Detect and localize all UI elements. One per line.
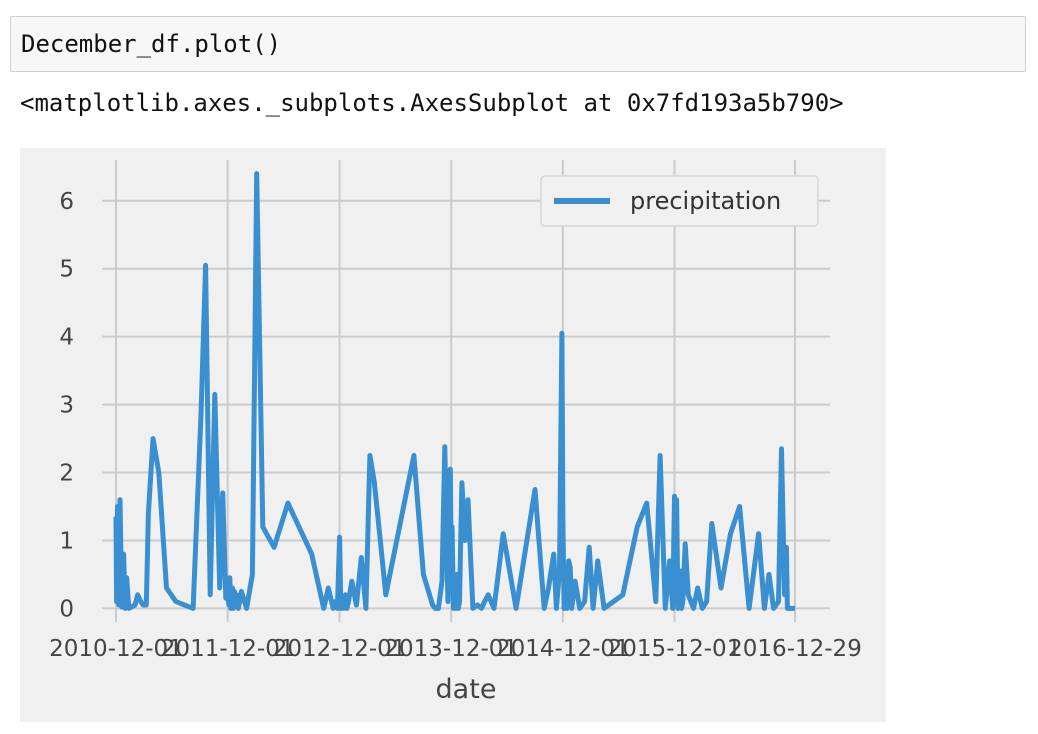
x-tick-label: 2016-12-29 xyxy=(728,636,862,662)
legend-label-precipitation: precipitation xyxy=(630,187,781,215)
tick-labels: 01234562010-12-012011-12-012012-12-01201… xyxy=(49,189,862,662)
x-tick-label: 2012-12-01 xyxy=(273,636,407,662)
y-tick-label: 6 xyxy=(59,189,74,215)
x-axis-label: date xyxy=(436,674,497,705)
output-repr: <matplotlib.axes._subplots.AxesSubplot a… xyxy=(20,89,844,117)
y-tick-label: 5 xyxy=(59,257,74,283)
y-tick-label: 2 xyxy=(59,461,74,487)
code-cell[interactable]: December_df.plot() xyxy=(10,16,1026,72)
y-tick-label: 3 xyxy=(59,393,74,419)
figure-background xyxy=(20,148,886,722)
y-tick-label: 0 xyxy=(59,596,74,622)
legend: precipitation xyxy=(540,175,819,227)
y-tick-label: 4 xyxy=(59,325,74,351)
x-tick-label: 2015-12-01 xyxy=(608,636,742,662)
y-tick-label: 1 xyxy=(59,528,74,554)
x-tick-label: 2011-12-01 xyxy=(161,636,295,662)
series-layer xyxy=(113,171,796,611)
legend-box xyxy=(540,175,819,227)
precipitation-chart: 01234562010-12-012011-12-012012-12-01201… xyxy=(20,148,886,722)
chart-figure: 0 1 2 3 4 5 6 2010-12-01 2011-12-01 2012-12-01 201… xyxy=(20,148,886,722)
code-text[interactable]: December_df.plot() xyxy=(21,30,282,58)
x-tick-label: 2013-12-01 xyxy=(384,636,518,662)
x-tick-label: 2010-12-01 xyxy=(49,636,183,662)
series-line-precipitation xyxy=(113,171,796,611)
x-tick-label: 2014-12-01 xyxy=(496,636,630,662)
